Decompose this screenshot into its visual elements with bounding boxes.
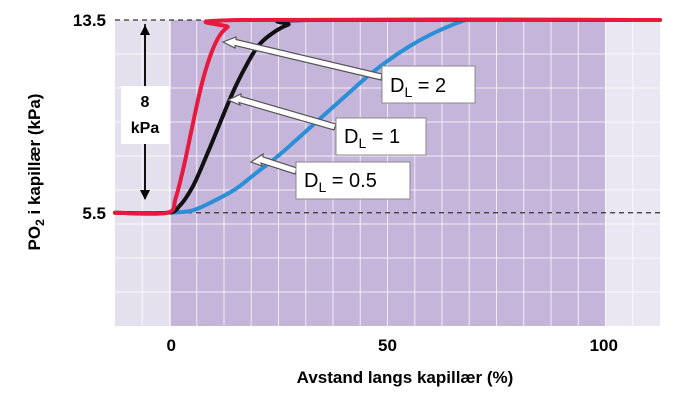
y-axis-title-rest: i kapillær (kPa) [25, 94, 44, 220]
x-tick-label: 50 [378, 336, 397, 355]
callout-dl-05-rest: = 0.5 [326, 170, 377, 192]
bracket-label-line2: kPa [131, 120, 160, 137]
plot-left-band [115, 20, 171, 326]
callout-dl-2-rest: = 2 [412, 75, 446, 97]
callout-dl-1-main: D [344, 126, 358, 148]
callout-dl-05-main: D [304, 170, 318, 192]
y-tick-label: 5.5 [82, 204, 106, 223]
callout-box-dl-2 [381, 65, 476, 104]
callout-dl-1-sub: L [358, 135, 366, 151]
callout-box-dl-05 [295, 161, 411, 200]
x-axis-title: Avstand langs kapillær (%) [297, 368, 514, 387]
bracket-label-box [121, 86, 169, 144]
callout-dl-2-sub: L [404, 84, 412, 100]
x-tick-label: 100 [590, 336, 618, 355]
series-line-dl-2 [113, 17, 662, 216]
callout-arrow-dl-1 [226, 93, 337, 131]
y-axis-title-main: PO [25, 226, 44, 251]
bracket-label-line1: 8 [141, 94, 150, 111]
bracket: 8 kPa [121, 24, 169, 200]
y-axis-title: PO2 i kapillær (kPa) [25, 94, 47, 251]
callout-label-dl-1: DL = 1 [344, 126, 400, 151]
callout-label-dl-05: DL = 0.5 [304, 170, 377, 195]
callouts: DL = 2 DL = 1 DL = 0.5 [221, 36, 476, 200]
callout-dl-05-sub: L [318, 179, 326, 195]
series-group [113, 17, 662, 216]
y-tick-label: 13.5 [73, 11, 106, 30]
tick-labels: 0 50 100 5.5 13.5 [73, 11, 618, 355]
callout-dl-1-rest: = 1 [366, 126, 400, 148]
x-tick-label: 0 [166, 336, 175, 355]
callout-dl-2-main: D [390, 75, 404, 97]
callout-label-dl-2: DL = 2 [390, 75, 446, 100]
series-line-dl-05 [169, 18, 468, 215]
callout-box-dl-1 [335, 117, 427, 156]
y-axis-title-sub: 2 [33, 219, 47, 226]
